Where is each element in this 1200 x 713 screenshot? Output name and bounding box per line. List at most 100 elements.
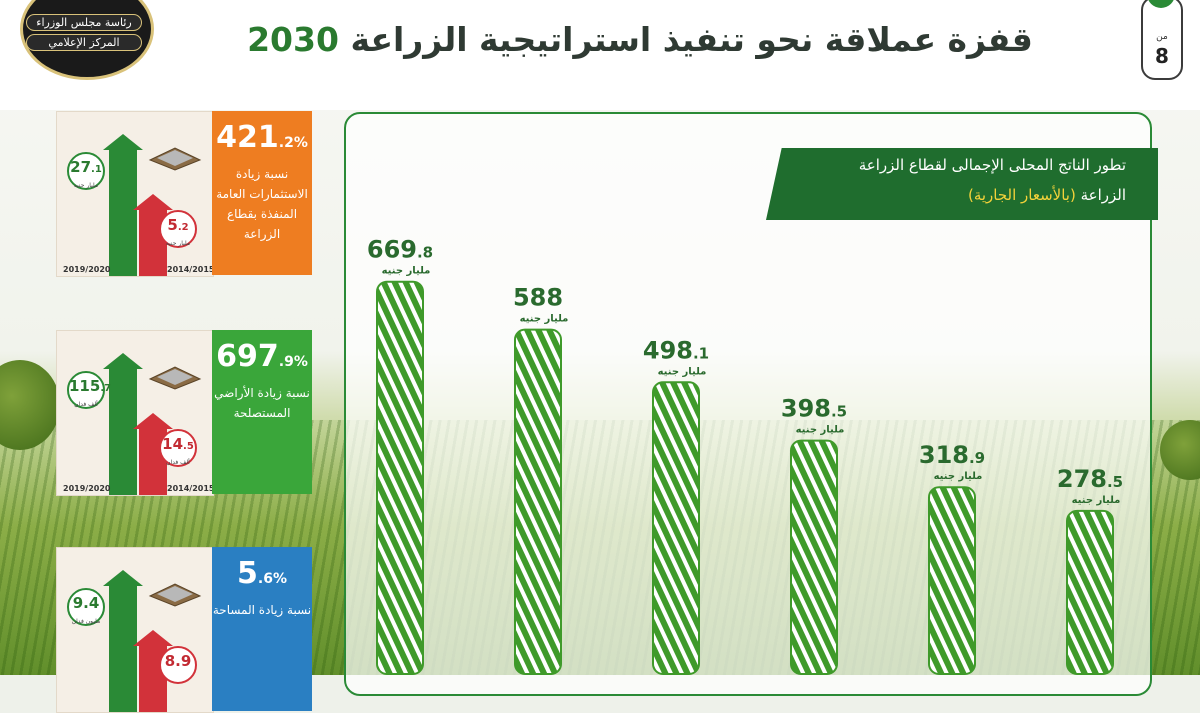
percent-sign: % (293, 354, 308, 370)
bar-value-decimal: .5 (831, 403, 847, 421)
after-decimal: .7 (100, 383, 112, 394)
before-value-circle: 8.9 (159, 646, 197, 684)
bar-unit-label: مليار جنيه (382, 266, 431, 277)
stat-card-graphic: 27.1 مليار جنيه 5.2 مليار جنيه 2019/2020… (56, 111, 214, 277)
stat-card-graphic: 9.4 مليون فدان 8.9 (56, 547, 214, 713)
page-title: قفزة عملاقة نحو تنفيذ استراتيجية الزراعة… (180, 20, 1100, 64)
chart-bar (790, 439, 838, 676)
bar-value-main: 669 (367, 236, 417, 264)
chart-bar (376, 280, 424, 675)
stat-card-summary: 421.2% نسبة زيادة الاستثمارات العامة الم… (212, 111, 312, 275)
after-value-circle: 9.4 مليون فدان (67, 588, 105, 626)
percent-decimal: .9 (278, 354, 294, 370)
percent-main: 5 (237, 556, 258, 591)
stat-card-graphic: 115.7 ألف فدان 14.5 ألف فدان 2019/2020 2… (56, 330, 214, 496)
stat-card-summary: 5.6% نسبة زيادة المساحة (212, 547, 312, 711)
percent-main: 697 (216, 339, 279, 374)
page-of-label: من (1156, 32, 1168, 42)
after-value: 115 (69, 377, 101, 395)
after-value-circle: 115.7 ألف فدان (67, 371, 111, 409)
bar-value-main: 398 (781, 395, 831, 423)
after-unit: مليار جنيه (73, 182, 99, 189)
before-value: 8.9 (164, 652, 192, 670)
before-value-circle: 14.5 ألف فدان (159, 429, 197, 467)
bar-value-main: 588 (513, 284, 563, 312)
land-plot-icon (145, 361, 205, 391)
before-value-circle: 5.2 مليار جنيه (159, 210, 197, 248)
percent-value: 5.6% (212, 557, 312, 596)
after-column (103, 134, 143, 276)
percent-sign: % (272, 571, 287, 587)
percent-sign: % (293, 135, 308, 151)
before-value: 14 (162, 435, 184, 453)
chart-bar (652, 381, 700, 675)
title-year: 2030 (247, 20, 339, 59)
after-year: 2019/2020 (63, 484, 111, 493)
bar-value-main: 498 (643, 336, 693, 364)
bar-value-decimal: .1 (693, 344, 709, 362)
bar-unit-label: مليار جنيه (658, 366, 707, 377)
stat-card: 9.4 مليون فدان 8.9 5.6% نسبة زيادة المسا… (56, 547, 312, 713)
percent-decimal: .2 (278, 135, 294, 151)
percent-main: 421 (216, 120, 279, 155)
percent-description: نسبة زيادة الاستثمارات العامة المنفذة بق… (216, 167, 308, 241)
chart-bar (514, 328, 562, 675)
crop-field-icon (145, 578, 205, 608)
page-number: 4 (1147, 0, 1175, 8)
chart-subtitle-highlight: (بالأسعار الجارية) (967, 186, 1076, 204)
bar-value-label: 278.5 (1057, 465, 1123, 493)
before-year: 2014/2015 (167, 265, 214, 274)
percent-description: نسبة زيادة المساحة (212, 603, 312, 617)
stat-card: 115.7 ألف فدان 14.5 ألف فدان 2019/2020 2… (56, 330, 312, 496)
chart-bar (1066, 509, 1114, 675)
stat-card: 27.1 مليار جنيه 5.2 مليار جنيه 2019/2020… (56, 111, 312, 277)
bar-value-decimal: .9 (969, 449, 985, 467)
bar-unit-label: مليار جنيه (796, 425, 845, 436)
bar-unit-label: مليار جنيه (1072, 495, 1121, 506)
before-decimal: .5 (183, 441, 194, 452)
after-decimal: .1 (91, 164, 102, 175)
header-band (0, 0, 1200, 110)
percent-value: 421.2% (212, 121, 312, 160)
bar-unit-label: مليار جنيه (934, 471, 983, 482)
bar-value-decimal: .5 (1107, 473, 1123, 491)
after-value: 9.4 (72, 594, 100, 612)
percent-decimal: .6 (257, 571, 273, 587)
logo-text-media-center: المركز الإعلامي (26, 34, 142, 51)
percent-description: نسبة زيادة الأراضي المستصلحة (214, 386, 310, 420)
bar-value-main: 278 (1057, 465, 1107, 493)
bar-value-label: 588 (513, 284, 563, 312)
page-total: 8 (1155, 44, 1169, 68)
bar-value-label: 498.1 (643, 336, 709, 364)
after-year: 2019/2020 (63, 265, 111, 274)
bar-value-label: 398.5 (781, 395, 847, 423)
bar-value-label: 669.8 (367, 236, 433, 264)
before-value: 5 (167, 216, 178, 234)
bar-value-label: 318.9 (919, 441, 985, 469)
after-column (103, 353, 143, 495)
logo-text-cabinet: رئاسة مجلس الوزراء (26, 14, 142, 31)
after-column (103, 570, 143, 712)
bar-value-decimal: .8 (417, 244, 433, 262)
after-unit: ألف فدان (74, 401, 98, 408)
before-unit: ألف فدان (166, 459, 190, 466)
chart-subtitle: الزراعة (بالأسعار الجارية) (968, 186, 1126, 204)
stat-card-summary: 697.9% نسبة زيادة الأراضي المستصلحة (212, 330, 312, 494)
before-year: 2014/2015 (167, 484, 214, 493)
before-decimal: .2 (177, 222, 189, 233)
bar-unit-label: مليار جنيه (520, 314, 569, 325)
page-indicator: 4 من 8 (1141, 0, 1183, 80)
bar-chart: 669.8 مليار جنيه 588 مليار جنيه 498.1 مليار ج… (367, 236, 1123, 676)
after-value-circle: 27.1 مليار جنيه (67, 152, 105, 190)
tree-image (1160, 420, 1200, 480)
after-unit: مليون فدان (71, 618, 101, 625)
logo: رئاسة مجلس الوزراء المركز الإعلامي (26, 14, 142, 66)
money-stack-icon (145, 142, 205, 172)
chart-title-box: تطور الناتج المحلى الإجمالى لقطاع الزراع… (766, 148, 1158, 220)
bar-value-main: 318 (919, 441, 969, 469)
after-value: 27 (70, 158, 92, 176)
chart-title: تطور الناتج المحلى الإجمالى لقطاع الزراع… (858, 156, 1126, 174)
percent-value: 697.9% (212, 340, 312, 379)
chart-subtitle-word: الزراعة (1075, 186, 1126, 204)
chart-bar (928, 486, 976, 676)
